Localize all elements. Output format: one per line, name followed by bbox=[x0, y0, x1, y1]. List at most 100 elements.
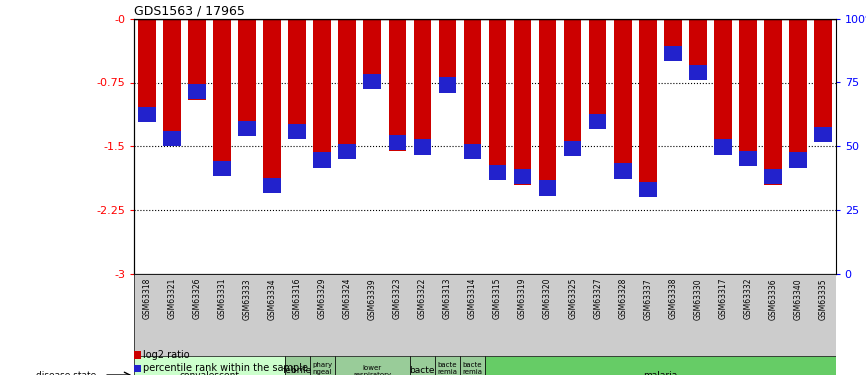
Bar bbox=[814, 19, 832, 142]
Text: bacte
remia
and
menin: bacte remia and menin bbox=[436, 362, 458, 375]
Text: malaria: malaria bbox=[643, 370, 677, 375]
Text: GSM63335: GSM63335 bbox=[818, 278, 828, 320]
Bar bbox=[288, 19, 306, 140]
Bar bbox=[714, 19, 732, 155]
Bar bbox=[463, 19, 481, 159]
Bar bbox=[213, 161, 230, 176]
Bar bbox=[213, 19, 230, 176]
Text: GDS1563 / 17965: GDS1563 / 17965 bbox=[134, 4, 245, 18]
Bar bbox=[364, 74, 381, 89]
Bar bbox=[689, 64, 707, 80]
Text: GSM63340: GSM63340 bbox=[793, 278, 803, 320]
Text: GSM63326: GSM63326 bbox=[192, 278, 202, 320]
Bar bbox=[463, 144, 481, 159]
Bar bbox=[614, 163, 631, 178]
Bar bbox=[488, 19, 507, 180]
Bar bbox=[134, 356, 285, 375]
Bar bbox=[514, 19, 532, 184]
Bar bbox=[664, 46, 682, 61]
Bar bbox=[163, 131, 181, 146]
Text: GSM63334: GSM63334 bbox=[268, 278, 276, 320]
Bar bbox=[364, 19, 381, 89]
Text: GSM63315: GSM63315 bbox=[493, 278, 502, 320]
Bar bbox=[564, 19, 581, 156]
Text: febrile
fit: febrile fit bbox=[282, 366, 312, 375]
Text: GSM63337: GSM63337 bbox=[643, 278, 652, 320]
Bar bbox=[134, 364, 140, 372]
Text: GSM63333: GSM63333 bbox=[242, 278, 251, 320]
Text: convalescent: convalescent bbox=[179, 370, 239, 375]
Bar bbox=[564, 141, 581, 156]
Bar bbox=[740, 19, 757, 166]
Text: disease state: disease state bbox=[36, 370, 97, 375]
Bar bbox=[789, 19, 807, 168]
Bar bbox=[664, 19, 682, 61]
Bar bbox=[339, 19, 356, 159]
Text: GSM63327: GSM63327 bbox=[593, 278, 602, 320]
Bar bbox=[263, 178, 281, 193]
Bar bbox=[438, 19, 456, 93]
Bar bbox=[188, 19, 205, 99]
Text: GSM63328: GSM63328 bbox=[618, 278, 627, 319]
Bar bbox=[789, 152, 807, 168]
Bar bbox=[163, 19, 181, 146]
Text: bacte
remia: bacte remia bbox=[410, 366, 436, 375]
Text: GSM63321: GSM63321 bbox=[167, 278, 177, 319]
Bar bbox=[334, 356, 410, 375]
Text: GSM63318: GSM63318 bbox=[142, 278, 152, 319]
Bar bbox=[639, 182, 656, 197]
Bar bbox=[313, 19, 331, 168]
Bar bbox=[288, 124, 306, 140]
Bar bbox=[814, 127, 832, 142]
Bar bbox=[514, 169, 532, 184]
Text: lower
respiratory
tract infection: lower respiratory tract infection bbox=[347, 366, 397, 375]
Text: phary
ngeal
infect
on: phary ngeal infect on bbox=[312, 362, 333, 375]
Text: GSM63332: GSM63332 bbox=[744, 278, 753, 320]
Text: GSM63323: GSM63323 bbox=[393, 278, 402, 320]
Text: GSM63330: GSM63330 bbox=[694, 278, 702, 320]
Text: GSM63329: GSM63329 bbox=[318, 278, 326, 320]
Text: GSM63316: GSM63316 bbox=[293, 278, 301, 320]
Text: GSM63317: GSM63317 bbox=[719, 278, 727, 320]
Bar bbox=[313, 152, 331, 168]
Bar bbox=[639, 19, 656, 197]
Bar bbox=[488, 165, 507, 180]
Bar bbox=[238, 121, 255, 136]
Bar bbox=[414, 19, 431, 155]
Bar bbox=[589, 114, 606, 129]
Bar bbox=[410, 356, 435, 375]
Bar bbox=[263, 19, 281, 193]
Bar bbox=[134, 351, 140, 359]
Bar bbox=[689, 19, 707, 80]
Bar bbox=[414, 140, 431, 155]
Bar bbox=[438, 77, 456, 93]
Text: GSM63322: GSM63322 bbox=[417, 278, 427, 319]
Text: GSM63313: GSM63313 bbox=[443, 278, 452, 320]
Bar bbox=[339, 144, 356, 159]
Bar bbox=[765, 19, 782, 184]
Text: log2 ratio: log2 ratio bbox=[143, 350, 190, 360]
Text: GSM63319: GSM63319 bbox=[518, 278, 527, 320]
Bar bbox=[714, 140, 732, 155]
Text: GSM63338: GSM63338 bbox=[669, 278, 677, 320]
Bar bbox=[460, 356, 485, 375]
Bar bbox=[138, 107, 156, 123]
Bar bbox=[389, 135, 406, 150]
Text: GSM63320: GSM63320 bbox=[543, 278, 553, 320]
Bar bbox=[188, 84, 205, 99]
Text: GSM63324: GSM63324 bbox=[343, 278, 352, 320]
Text: GSM63325: GSM63325 bbox=[568, 278, 577, 320]
Bar bbox=[435, 356, 460, 375]
Bar bbox=[765, 169, 782, 184]
Bar bbox=[389, 19, 406, 150]
Bar bbox=[310, 356, 334, 375]
Bar bbox=[238, 19, 255, 136]
Bar bbox=[138, 19, 156, 123]
Bar bbox=[285, 356, 309, 375]
Bar bbox=[539, 19, 556, 195]
Text: GSM63336: GSM63336 bbox=[768, 278, 778, 320]
Text: GSM63314: GSM63314 bbox=[468, 278, 477, 320]
Text: GSM63339: GSM63339 bbox=[368, 278, 377, 320]
Bar bbox=[485, 356, 836, 375]
Text: percentile rank within the sample: percentile rank within the sample bbox=[143, 363, 308, 374]
